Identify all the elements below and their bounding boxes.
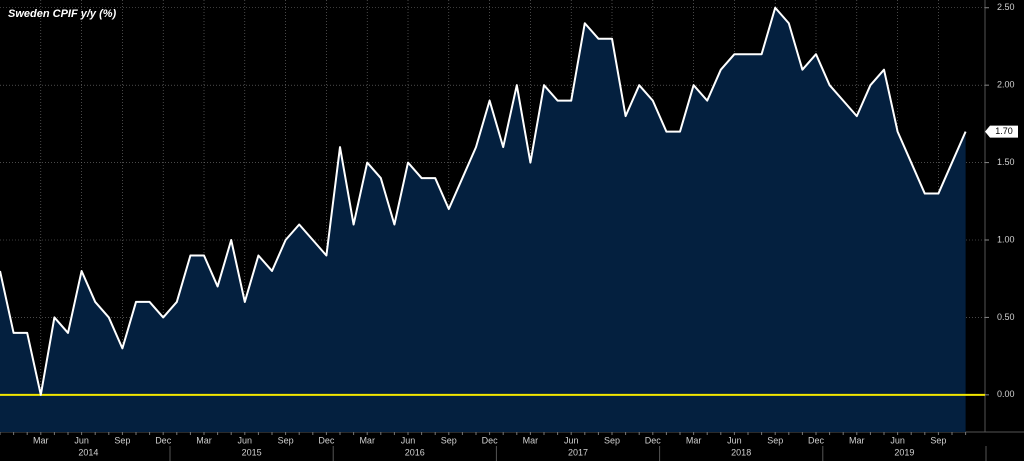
year-label: 2018 [731, 447, 751, 457]
x-tick-label: Sep [114, 435, 130, 445]
x-tick-label: Mar [849, 435, 865, 445]
value-label: 1.70 [995, 126, 1013, 136]
y-tick-label: 0.50 [997, 312, 1015, 322]
x-tick-label: Jun [74, 435, 89, 445]
y-tick-label: 2.00 [997, 80, 1015, 90]
x-tick-label: Jun [238, 435, 253, 445]
y-tick-label: 1.50 [997, 157, 1015, 167]
year-label: 2015 [242, 447, 262, 457]
y-tick-label: 1.00 [997, 234, 1015, 244]
year-label: 2017 [568, 447, 588, 457]
x-tick-label: Jun [890, 435, 905, 445]
area [0, 7, 966, 432]
x-tick-label: Mar [523, 435, 539, 445]
chart-title: Sweden CPIF y/y (%) [8, 8, 117, 20]
x-tick-label: Jun [401, 435, 416, 445]
y-tick-label: 0.00 [997, 389, 1015, 399]
x-tick-label: Dec [482, 435, 499, 445]
x-tick-label: Sep [278, 435, 294, 445]
year-label: 2014 [78, 447, 98, 457]
x-tick-label: Dec [645, 435, 662, 445]
x-tick-label: Sep [441, 435, 457, 445]
x-tick-label: Dec [808, 435, 825, 445]
year-label: 2019 [894, 447, 914, 457]
line [0, 6, 967, 396]
x-tick-label: Mar [33, 435, 49, 445]
x-tick-label: Mar [686, 435, 702, 445]
x-tick-label: Dec [318, 435, 335, 445]
x-tick-label: Mar [196, 435, 212, 445]
year-label: 2016 [405, 447, 425, 457]
x-tick-label: Mar [359, 435, 375, 445]
x-tick-label: Sep [930, 435, 946, 445]
x-tick-label: Sep [767, 435, 783, 445]
y-tick-label: 2.50 [997, 2, 1015, 12]
x-tick-label: Jun [727, 435, 742, 445]
value-tag [985, 125, 1018, 138]
x-tick-label: Jun [564, 435, 579, 445]
x-tick-label: Sep [604, 435, 620, 445]
x-tick-label: Dec [155, 435, 172, 445]
